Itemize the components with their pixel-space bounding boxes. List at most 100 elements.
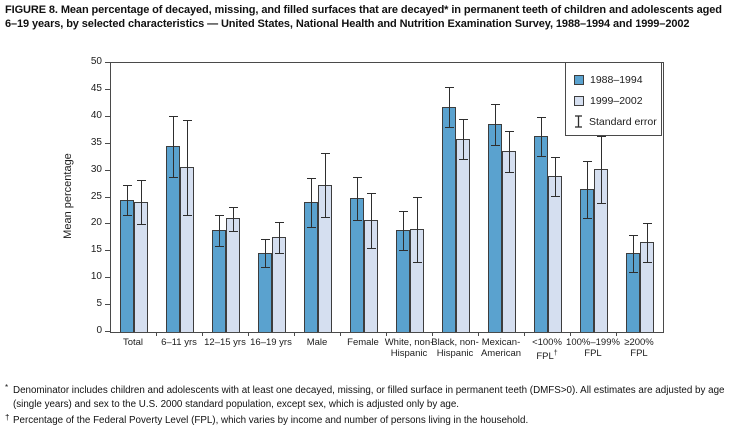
x-category-label-line: Male xyxy=(306,337,328,348)
error-bar xyxy=(444,87,454,129)
x-category-label-line: 100%–199% xyxy=(566,337,620,348)
y-tick-label: 15 xyxy=(90,244,102,256)
bar-1988-1994 xyxy=(488,103,502,332)
y-tick-label: 30 xyxy=(90,163,102,175)
y-tick-mark xyxy=(105,169,110,171)
footnote-text: Percentage of the Federal Poverty Level … xyxy=(13,415,529,426)
y-tick-label: 45 xyxy=(90,82,102,94)
error-bar-line xyxy=(324,152,326,219)
bar-1988-1994 xyxy=(580,161,594,332)
bar-1999-2002 xyxy=(272,222,286,332)
error-bar xyxy=(228,206,238,233)
bar-group xyxy=(387,63,433,332)
error-bar-cap xyxy=(320,217,330,219)
bar-1999-2002 xyxy=(226,206,240,332)
error-bar-cap xyxy=(642,222,652,224)
error-bar-cap xyxy=(228,231,238,233)
error-bar-line xyxy=(448,87,450,129)
error-bar xyxy=(412,196,422,263)
error-bar-cap xyxy=(550,156,560,158)
x-category-label: Female xyxy=(328,337,398,349)
x-category-label-line: FPL xyxy=(630,347,648,359)
error-bar-line xyxy=(554,156,556,198)
error-bar-line xyxy=(370,193,372,250)
y-tick-mark xyxy=(105,331,110,332)
error-bar-cap xyxy=(582,161,592,163)
figure-title: FIGURE 8. Mean percentage of decayed, mi… xyxy=(5,4,722,30)
y-tick-label: 0 xyxy=(96,325,102,336)
x-tick-mark xyxy=(294,332,295,336)
error-bar-cap xyxy=(582,218,592,220)
footnote-marker: † xyxy=(5,413,10,422)
legend-label: 1988–1994 xyxy=(590,73,643,86)
error-bar-line xyxy=(310,178,312,228)
x-category-label-line: American xyxy=(480,347,522,359)
error-bar-cap xyxy=(536,155,546,157)
x-category-label-line: FPL† xyxy=(536,349,558,362)
error-bar-cap xyxy=(136,224,146,226)
y-tick-label: 40 xyxy=(90,109,102,121)
bar-group xyxy=(571,63,617,332)
error-bar-line xyxy=(218,215,220,248)
error-bar-line xyxy=(586,161,588,220)
error-bar xyxy=(214,215,224,248)
x-category-label-line: Mexican- xyxy=(481,337,521,348)
bar-1999-2002 xyxy=(548,156,562,332)
error-bar xyxy=(504,130,514,173)
error-bar-cap xyxy=(274,222,284,224)
legend-row: 1988–1994 xyxy=(574,69,661,90)
error-bar-cap xyxy=(122,185,132,187)
bar-1988-1994 xyxy=(166,115,180,332)
error-bar-cap xyxy=(274,253,284,255)
bar-1988-1994 xyxy=(258,239,272,332)
error-bar-cap xyxy=(398,249,408,251)
bar-group xyxy=(203,63,249,332)
error-bar-cap xyxy=(366,193,376,195)
bar-group xyxy=(249,63,295,332)
x-category-label: Total xyxy=(98,337,168,349)
x-category-label-line: ≥200% xyxy=(624,337,654,348)
y-tick-mark xyxy=(105,88,110,90)
error-bar-line xyxy=(186,119,188,216)
error-bar-cap xyxy=(596,202,606,204)
error-bar-cap xyxy=(490,103,500,105)
bar-1988-1994 xyxy=(120,185,134,332)
x-tick-mark xyxy=(248,332,249,336)
error-bar-cap xyxy=(366,248,376,250)
error-bar-line xyxy=(172,115,174,179)
error-bar xyxy=(398,210,408,251)
x-category-label-line: Total xyxy=(122,337,144,348)
error-bar xyxy=(352,177,362,222)
error-bar xyxy=(582,161,592,220)
error-bar-cap xyxy=(182,214,192,216)
error-bar-cap xyxy=(214,215,224,217)
x-category-label-line: 16–19 yrs xyxy=(250,337,292,348)
bar-1988-1994 xyxy=(304,178,318,332)
x-category-label: 16–19 yrs xyxy=(236,337,306,349)
bar-1988-1994 xyxy=(534,116,548,332)
bar-group xyxy=(111,63,157,332)
error-bar xyxy=(320,152,330,219)
error-bar-cap xyxy=(458,159,468,161)
x-tick-mark xyxy=(202,332,203,336)
x-category-label: 12–15 yrs xyxy=(190,337,260,349)
legend-swatch-light xyxy=(574,95,584,106)
bar-1999-2002 xyxy=(640,222,654,332)
error-bar-line xyxy=(278,222,280,255)
bar-group xyxy=(157,63,203,332)
legend-swatch-dark xyxy=(574,74,584,85)
error-bar-cap xyxy=(136,180,146,182)
y-tick-mark xyxy=(105,223,110,225)
error-bar xyxy=(182,119,192,216)
error-bar-cap xyxy=(168,115,178,117)
y-tick-mark xyxy=(105,304,110,306)
bar-1988-1994 xyxy=(396,210,410,332)
error-bar xyxy=(628,234,638,274)
legend-row: 1999–2002 xyxy=(574,90,661,111)
x-tick-mark xyxy=(156,332,157,336)
error-bar-cap xyxy=(444,87,454,89)
bar-1999-2002 xyxy=(456,119,470,332)
error-bar xyxy=(274,222,284,255)
legend-label: 1999–2002 xyxy=(590,94,643,107)
